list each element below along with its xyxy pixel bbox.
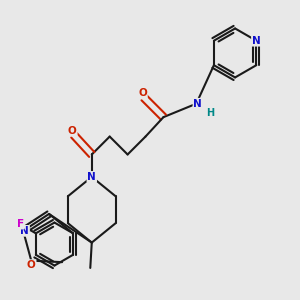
Text: N: N — [87, 172, 96, 182]
Text: O: O — [68, 126, 77, 136]
Text: N: N — [252, 36, 261, 46]
Text: N: N — [194, 99, 202, 109]
Text: O: O — [138, 88, 147, 98]
Text: F: F — [16, 219, 24, 229]
Text: N: N — [20, 226, 29, 236]
Text: O: O — [27, 260, 36, 270]
Text: H: H — [206, 108, 214, 118]
